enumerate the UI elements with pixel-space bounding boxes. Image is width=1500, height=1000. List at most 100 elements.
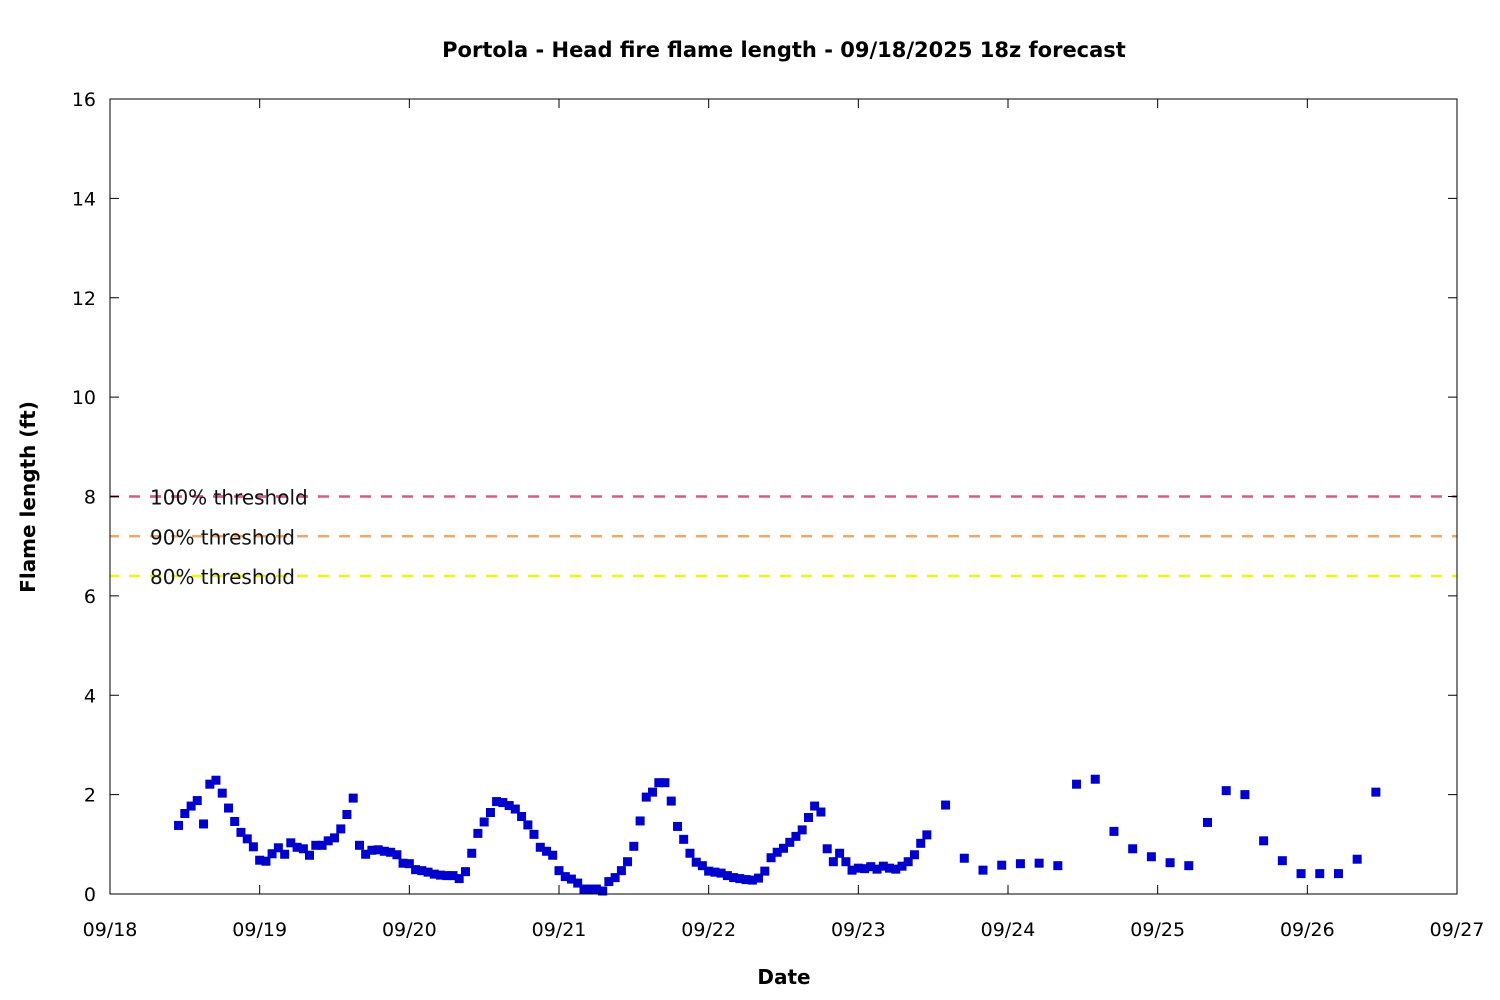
data-point [529, 829, 539, 839]
y-tick-label: 8 [84, 487, 96, 509]
data-point [866, 862, 876, 872]
data-point [230, 816, 240, 826]
threshold-lines: 100% threshold 90% threshold 80% threshold [110, 486, 1457, 589]
data-point [248, 842, 258, 852]
data-points [174, 774, 1381, 896]
data-point [255, 855, 265, 865]
x-tick-label: 09/23 [831, 919, 886, 941]
data-point [280, 849, 290, 859]
data-point [978, 865, 988, 875]
y-axis-label: Flame length (ft) [16, 401, 40, 593]
data-point [267, 849, 277, 859]
data-point [878, 861, 888, 871]
data-point [1371, 787, 1381, 797]
data-point [891, 864, 901, 874]
data-point [922, 830, 932, 840]
data-point [498, 798, 508, 808]
x-tick-label: 09/20 [382, 919, 437, 941]
data-point [342, 810, 352, 819]
data-point [361, 849, 371, 859]
data-point [585, 884, 595, 894]
data-point [423, 867, 433, 877]
data-point [492, 797, 502, 807]
chart-title: Portola - Head fire flame length - 09/18… [442, 38, 1126, 62]
data-point [616, 866, 626, 876]
data-point [754, 873, 764, 883]
data-point [729, 873, 739, 883]
data-point [803, 812, 813, 822]
data-point [716, 868, 726, 878]
data-point [785, 837, 795, 847]
data-point [735, 874, 745, 884]
data-point [828, 857, 838, 867]
data-point [1352, 854, 1362, 864]
data-point [554, 866, 564, 876]
data-point [604, 877, 614, 887]
data-point [1315, 869, 1325, 879]
data-point [772, 847, 782, 857]
data-point [766, 853, 776, 863]
data-point [454, 874, 464, 884]
data-point [760, 866, 770, 876]
y-tick-label: 14 [72, 188, 96, 210]
data-point [1296, 869, 1306, 879]
data-point [367, 845, 377, 855]
data-point [373, 845, 383, 855]
axis-ticks: 0 2 4 6 8 10 12 14 16 09/18 09/19 09/20 09/21 09/22 09… [72, 89, 1485, 941]
data-point [959, 853, 969, 863]
data-point [336, 824, 346, 834]
data-point [1184, 861, 1194, 871]
data-point [286, 838, 296, 848]
data-point [710, 867, 720, 877]
data-point [860, 864, 870, 874]
data-point [1109, 826, 1119, 836]
x-tick-label: 09/22 [681, 919, 736, 941]
x-tick-label: 09/26 [1280, 919, 1335, 941]
threshold-label: 100% threshold [150, 486, 308, 510]
data-point [504, 801, 514, 811]
data-point [542, 846, 552, 856]
data-point [510, 804, 520, 814]
data-point [217, 788, 227, 798]
data-point [648, 787, 658, 797]
data-point [211, 775, 221, 785]
data-point [354, 840, 364, 850]
data-point [411, 865, 421, 875]
x-tick-label: 09/24 [981, 919, 1036, 941]
data-point [473, 828, 483, 838]
data-point [236, 827, 246, 837]
data-point [242, 834, 252, 844]
data-point [330, 833, 339, 843]
data-point [897, 861, 907, 871]
data-point [523, 820, 533, 830]
threshold-label: 80% threshold [150, 565, 295, 589]
threshold-label: 90% threshold [150, 525, 295, 549]
data-point [654, 778, 664, 788]
y-tick-label: 0 [84, 884, 96, 906]
data-point [192, 796, 202, 806]
data-point [1240, 790, 1250, 800]
x-tick-label: 09/19 [232, 919, 287, 941]
data-point [847, 865, 857, 875]
data-point [292, 842, 302, 852]
data-point [460, 867, 470, 877]
data-point [685, 848, 695, 858]
data-point [822, 844, 832, 854]
data-point [485, 808, 495, 818]
data-point [1090, 774, 1100, 784]
data-point [997, 860, 1007, 870]
data-point [673, 821, 683, 831]
data-point [386, 847, 396, 857]
data-point [392, 850, 402, 860]
y-tick-label: 10 [72, 387, 96, 409]
data-point [679, 834, 689, 844]
data-point [404, 859, 414, 869]
data-point [641, 792, 651, 802]
y-tick-label: 12 [72, 288, 96, 310]
data-point [1165, 858, 1175, 868]
data-point [348, 793, 358, 803]
y-tick-label: 4 [84, 685, 96, 707]
data-point [598, 886, 608, 896]
data-point [779, 843, 788, 853]
data-point [635, 816, 645, 826]
